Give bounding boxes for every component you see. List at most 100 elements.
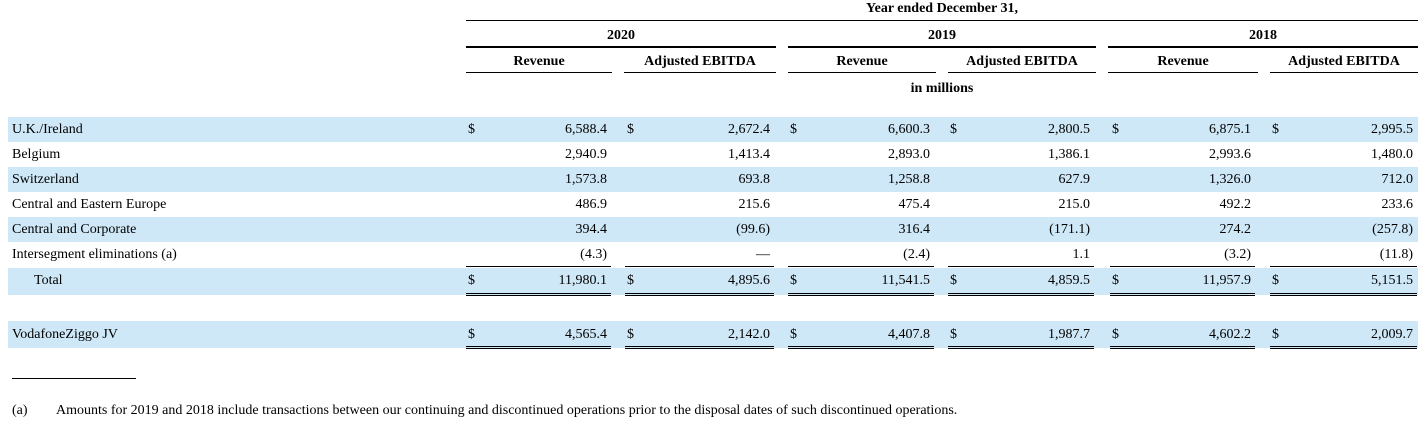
table-cell-value: 1,480.0 xyxy=(1371,147,1413,162)
table-cell-value: 274.2 xyxy=(1219,222,1252,237)
jv-double-rule xyxy=(1110,346,1255,349)
footnote-rule xyxy=(12,378,136,379)
col-header-ebitda-2018: Adjusted EBITDA xyxy=(1288,54,1400,69)
footnote-text: Amounts for 2019 and 2018 include transa… xyxy=(56,403,958,418)
units-label: in millions xyxy=(910,81,974,96)
jv-value: 2,009.7 xyxy=(1371,327,1413,342)
col-rule-1 xyxy=(466,72,612,73)
total-value: 4,895.6 xyxy=(728,273,770,288)
jv-value: 4,407.8 xyxy=(888,327,930,342)
currency-symbol: $ xyxy=(950,327,957,342)
currency-symbol: $ xyxy=(1112,122,1119,137)
currency-symbol: $ xyxy=(1272,122,1279,137)
table-cell-value: 492.2 xyxy=(1219,197,1252,212)
currency-symbol: $ xyxy=(790,122,797,137)
jv-value: 4,565.4 xyxy=(565,327,607,342)
row-label: Belgium xyxy=(12,147,61,162)
col-rule-5 xyxy=(1108,72,1258,73)
table-cell-value: (4.3) xyxy=(580,247,607,262)
table-cell-value: 627.9 xyxy=(1058,172,1091,187)
row-label: Central and Eastern Europe xyxy=(12,197,167,212)
row-band-total xyxy=(8,268,1418,295)
currency-symbol: $ xyxy=(790,273,797,288)
subtotal-rule xyxy=(1270,266,1417,267)
table-cell-value: (3.2) xyxy=(1224,247,1251,262)
table-cell-value: 1,413.4 xyxy=(728,147,770,162)
total-value: 5,151.5 xyxy=(1371,273,1413,288)
currency-symbol: $ xyxy=(1272,273,1279,288)
total-value: 11,980.1 xyxy=(558,273,607,288)
row-band-uk xyxy=(8,117,1418,142)
currency-symbol: $ xyxy=(950,122,957,137)
table-cell-value: 2,993.6 xyxy=(1209,147,1251,162)
table-cell-value: 6,600.3 xyxy=(888,122,930,137)
table-cell-value: 2,800.5 xyxy=(1048,122,1090,137)
total-value: 11,541.5 xyxy=(881,273,930,288)
footnote-marker: (a) xyxy=(12,403,28,418)
year-rule-2019 xyxy=(788,46,1096,48)
subtotal-rule xyxy=(625,266,774,267)
table-cell-value: 712.0 xyxy=(1381,172,1414,187)
total-double-rule xyxy=(466,293,611,296)
table-cell-value: (2.4) xyxy=(903,247,930,262)
total-label: Total xyxy=(34,273,63,288)
period-heading: Year ended December 31, xyxy=(866,1,1018,16)
jv-double-rule xyxy=(948,346,1094,349)
currency-symbol: $ xyxy=(627,327,634,342)
jv-double-rule xyxy=(466,346,611,349)
col-header-ebitda-2019: Adjusted EBITDA xyxy=(966,54,1078,69)
total-value: 11,957.9 xyxy=(1202,273,1251,288)
jv-value: 2,142.0 xyxy=(728,327,770,342)
col-header-revenue-2018: Revenue xyxy=(1157,54,1209,69)
year-heading-2019: 2019 xyxy=(928,28,956,43)
row-label: U.K./Ireland xyxy=(12,122,83,137)
col-header-revenue-2019: Revenue xyxy=(836,54,888,69)
table-cell-value: 394.4 xyxy=(575,222,608,237)
col-rule-6 xyxy=(1270,72,1418,73)
subtotal-rule xyxy=(466,266,611,267)
table-cell-value: 1.1 xyxy=(1072,247,1091,262)
total-double-rule xyxy=(948,293,1094,296)
col-header-revenue-2020: Revenue xyxy=(513,54,565,69)
row-label: Central and Corporate xyxy=(12,222,137,237)
table-cell-value: 1,326.0 xyxy=(1209,172,1251,187)
table-cell-value: 6,875.1 xyxy=(1209,122,1251,137)
total-value: 4,859.5 xyxy=(1048,273,1090,288)
table-cell-value: 2,893.0 xyxy=(888,147,930,162)
col-rule-3 xyxy=(788,72,936,73)
subtotal-rule xyxy=(788,266,934,267)
subtotal-rule xyxy=(948,266,1094,267)
table-cell-value: (99.6) xyxy=(736,222,770,237)
year-heading-2018: 2018 xyxy=(1249,28,1277,43)
total-double-rule xyxy=(1110,293,1255,296)
subtotal-rule xyxy=(1110,266,1255,267)
table-cell-value: 215.0 xyxy=(1058,197,1091,212)
table-cell-value: 233.6 xyxy=(1381,197,1414,212)
col-rule-4 xyxy=(948,72,1096,73)
year-rule-2020 xyxy=(466,46,776,48)
jv-label: VodafoneZiggo JV xyxy=(12,327,118,342)
table-cell-value: — xyxy=(756,247,770,262)
col-header-ebitda-2020: Adjusted EBITDA xyxy=(644,54,756,69)
row-label: Switzerland xyxy=(12,172,79,187)
currency-symbol: $ xyxy=(1272,327,1279,342)
col-rule-2 xyxy=(624,72,776,73)
currency-symbol: $ xyxy=(468,273,475,288)
table-cell-value: 2,995.5 xyxy=(1371,122,1413,137)
jv-value: 4,602.2 xyxy=(1209,327,1251,342)
currency-symbol: $ xyxy=(790,327,797,342)
currency-symbol: $ xyxy=(627,122,634,137)
currency-symbol: $ xyxy=(468,327,475,342)
currency-symbol: $ xyxy=(468,122,475,137)
table-cell-value: 2,672.4 xyxy=(728,122,770,137)
period-rule xyxy=(466,20,1418,21)
currency-symbol: $ xyxy=(1112,327,1119,342)
table-cell-value: 316.4 xyxy=(898,222,931,237)
table-cell-value: 6,588.4 xyxy=(565,122,607,137)
table-cell-value: 1,573.8 xyxy=(565,172,607,187)
jv-double-rule xyxy=(1270,346,1417,349)
jv-double-rule xyxy=(788,346,934,349)
total-double-rule xyxy=(625,293,774,296)
table-cell-value: (171.1) xyxy=(1049,222,1090,237)
table-cell-value: 1,258.8 xyxy=(888,172,930,187)
